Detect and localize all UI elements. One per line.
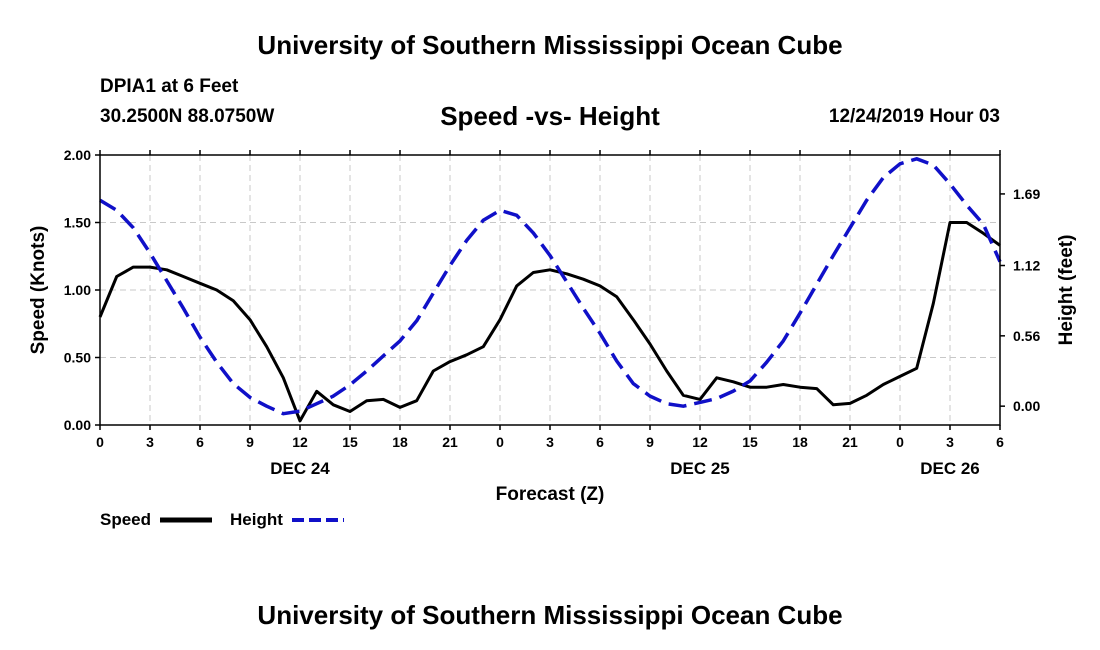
footer-title: University of Southern Mississippi Ocean… <box>257 600 843 630</box>
y-axis-label: Speed (Knots) <box>28 226 49 355</box>
x-tick-label: 9 <box>246 434 254 450</box>
ticks: 0 3 6 9 12 15 18 21 0 3 6 9 12 15 18 21 0 3 6 DEC 24 DEC 25 D… <box>64 147 1041 478</box>
coordinates-label: 30.2500N 88.0750W <box>100 106 275 127</box>
x-tick-label: 18 <box>392 434 408 450</box>
y2-tick-label: 0.56 <box>1013 328 1040 344</box>
height-series-line <box>99 157 1002 416</box>
x-tick-label: 3 <box>546 434 554 450</box>
station-label: DPIA1 at 6 Feet <box>100 76 239 97</box>
x-tick-label: 12 <box>692 434 708 450</box>
legend: Speed Height <box>100 510 344 529</box>
x-tick-label: 3 <box>946 434 954 450</box>
datetime-label: 12/24/2019 Hour 03 <box>828 106 1000 127</box>
legend-height-label: Height <box>230 510 283 529</box>
x-tick-label: 0 <box>96 434 104 450</box>
grid <box>100 155 1000 425</box>
x-tick-label: 21 <box>442 434 458 450</box>
x-tick-label: 0 <box>896 434 904 450</box>
legend-speed-label: Speed <box>100 510 151 529</box>
day-label: DEC 24 <box>270 459 330 478</box>
y2-tick-label: 1.69 <box>1013 186 1040 202</box>
x-tick-label: 21 <box>842 434 858 450</box>
x-axis-label: Forecast (Z) <box>496 484 605 505</box>
day-label: DEC 26 <box>920 459 980 478</box>
chart-title: Speed -vs- Height <box>440 101 660 131</box>
series-group <box>98 157 1002 423</box>
x-tick-label: 9 <box>646 434 654 450</box>
x-tick-label: 12 <box>292 434 308 450</box>
x-tick-label: 6 <box>196 434 204 450</box>
y2-tick-label: 1.12 <box>1013 258 1040 274</box>
y-tick-label: 2.00 <box>64 147 91 163</box>
page-title: University of Southern Mississippi Ocean… <box>257 30 843 60</box>
day-label: DEC 25 <box>670 459 730 478</box>
x-tick-label: 6 <box>596 434 604 450</box>
y-tick-label: 1.50 <box>64 215 91 231</box>
x-tick-label: 18 <box>792 434 808 450</box>
x-tick-label: 3 <box>146 434 154 450</box>
x-tick-label: 15 <box>342 434 358 450</box>
y-tick-label: 1.00 <box>64 282 91 298</box>
y2-axis-label: Height (feet) <box>1056 235 1077 346</box>
x-tick-label: 0 <box>496 434 504 450</box>
x-tick-label: 6 <box>996 434 1004 450</box>
y-tick-label: 0.50 <box>64 350 91 366</box>
y2-tick-label: 0.00 <box>1013 398 1040 414</box>
speed-series-line <box>98 221 1001 423</box>
y-tick-label: 0.00 <box>64 417 91 433</box>
x-tick-label: 15 <box>742 434 758 450</box>
